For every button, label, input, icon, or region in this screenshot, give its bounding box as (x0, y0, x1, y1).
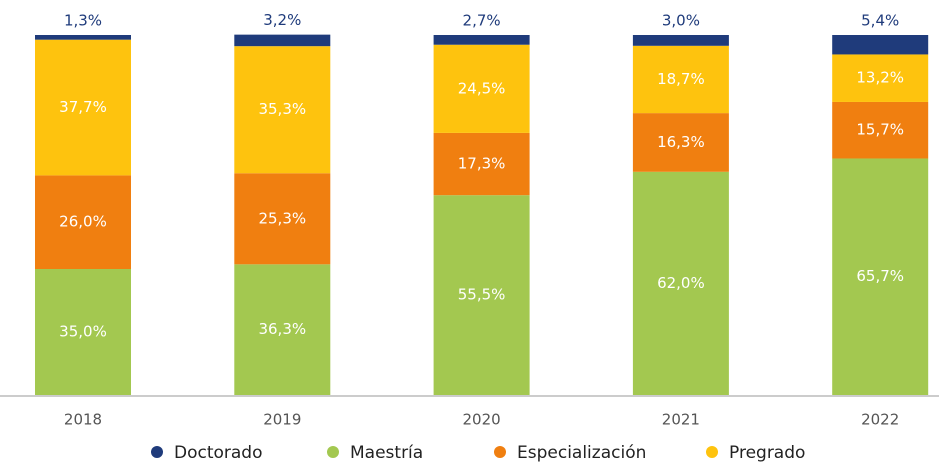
bar-segment (832, 54, 929, 102)
data-label: 35,3% (258, 100, 306, 118)
data-label: 3,2% (263, 11, 301, 29)
data-label: 13,2% (856, 69, 904, 87)
bar-segment (234, 46, 331, 174)
x-tick-label: 2021 (662, 411, 700, 429)
x-tick-label: 2019 (263, 411, 301, 429)
x-tick-label: 2022 (861, 411, 899, 429)
x-tick-label: 2018 (64, 411, 102, 429)
data-label: 65,7% (856, 267, 904, 285)
data-label: 35,0% (59, 323, 107, 341)
legend-label: Pregrado (729, 443, 805, 463)
data-label: 24,5% (458, 79, 506, 97)
bar-segment (234, 264, 331, 395)
bar-segment (35, 35, 131, 40)
bar-segment (433, 44, 530, 133)
bar-segment (832, 101, 929, 159)
bar-segment (832, 158, 929, 395)
bar-segment (632, 113, 729, 172)
x-tick-label: 2020 (463, 411, 501, 429)
bar-segment (433, 132, 530, 196)
data-label: 26,0% (59, 213, 107, 231)
data-label: 5,4% (861, 12, 899, 30)
bar-segment (632, 45, 729, 114)
bar-segment (632, 171, 729, 395)
data-label: 2,7% (463, 12, 501, 30)
legend-marker (706, 446, 718, 458)
bar-segment (433, 195, 530, 395)
bar-segment (433, 35, 530, 45)
bar-segment (632, 35, 729, 46)
legend-label: Maestría (350, 443, 423, 463)
data-label: 37,7% (59, 98, 107, 116)
data-label: 17,3% (458, 155, 506, 173)
data-label: 18,7% (657, 70, 705, 88)
bar-segment (35, 269, 131, 395)
bar-segment (35, 175, 131, 269)
data-label: 25,3% (258, 209, 306, 227)
legend-marker (327, 446, 339, 458)
bar-segment (832, 35, 929, 55)
data-label: 55,5% (458, 286, 506, 304)
legend-marker (151, 446, 163, 458)
data-label: 3,0% (662, 12, 700, 30)
bar-segment (35, 39, 131, 176)
data-label: 1,3% (64, 12, 102, 30)
bar-segment (234, 173, 331, 265)
bar-segment (234, 34, 331, 47)
data-label: 15,7% (856, 121, 904, 139)
legend-label: Doctorado (174, 443, 263, 463)
data-label: 16,3% (657, 133, 705, 151)
legend-label: Especialización (517, 443, 646, 463)
legend-marker (494, 446, 506, 458)
data-label: 36,3% (258, 320, 306, 338)
data-label: 62,0% (657, 274, 705, 292)
